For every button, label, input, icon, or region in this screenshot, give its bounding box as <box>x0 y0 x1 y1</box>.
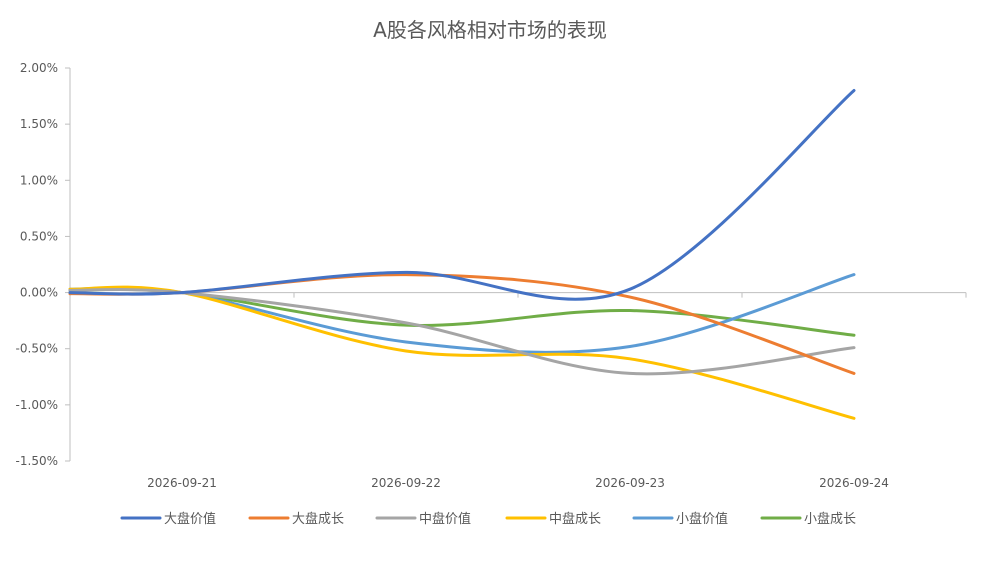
legend-label: 大盘价值 <box>164 511 216 527</box>
y-tick-label: -0.50% <box>16 342 58 356</box>
legend-label: 中盘成长 <box>549 511 601 527</box>
x-tick-label: 2026-09-24 <box>819 476 889 490</box>
y-tick-label: 2.00% <box>20 61 58 75</box>
y-tick-label: -1.50% <box>16 454 58 468</box>
x-tick-label: 2026-09-21 <box>147 476 217 490</box>
x-tick-label: 2026-09-23 <box>595 476 665 490</box>
y-tick-label: 1.00% <box>20 173 58 187</box>
series-line <box>68 288 856 376</box>
y-tick-label: -1.00% <box>16 398 58 412</box>
chart-title: A股各风格相对市场的表现 <box>373 18 607 42</box>
series-line <box>68 88 856 301</box>
legend-label: 小盘成长 <box>804 511 856 527</box>
series-line <box>68 273 856 354</box>
legend-label: 小盘价值 <box>676 511 728 527</box>
legend-label: 大盘成长 <box>292 511 344 527</box>
series-line <box>68 285 856 420</box>
y-tick-label: 0.50% <box>20 229 58 243</box>
x-tick-label: 2026-09-22 <box>371 476 441 490</box>
legend-label: 中盘价值 <box>419 511 471 527</box>
y-tick-label: 1.50% <box>20 117 58 131</box>
y-tick-label: 0.00% <box>20 286 58 300</box>
